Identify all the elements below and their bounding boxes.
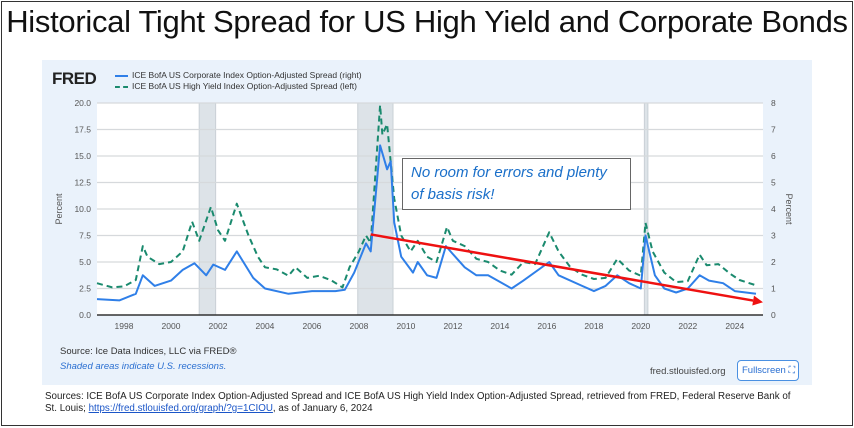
y-tick-left: 17.5 [74,125,91,135]
recession-note: Shaded areas indicate U.S. recessions. [60,361,227,372]
arrowhead-icon [752,295,763,306]
annotation-box: No room for errors and plenty of basis r… [402,158,631,210]
y-tick-right: 0 [771,310,776,320]
y-tick-right: 5 [771,178,776,188]
y-tick-left: 20.0 [74,98,91,108]
y-tick-left: 7.5 [79,231,91,241]
hy-spread-line [96,104,757,289]
x-tick: 2008 [349,321,368,331]
footnote-text: Sources: ICE BofA US Corporate Index Opt… [45,391,791,414]
y-axis-label-right: Percent [784,193,794,225]
x-tick: 2016 [537,321,556,331]
x-tick: 2006 [302,321,321,331]
y-tick-right: 4 [771,204,776,214]
trend-arrow-line [370,233,754,302]
y-tick-right: 3 [771,231,776,241]
footnote-date: , as of January 6, 2024 [272,403,373,414]
source-text: Source: Ice Data Indices, LLC via FRED® [60,346,237,357]
footnote-link[interactable]: https://fred.stlouisfed.org/graph/?g=1CI… [88,403,273,414]
x-tick: 2018 [584,321,603,331]
x-tick: 2002 [209,321,228,331]
x-tick: 2012 [443,321,462,331]
legend-item-hy[interactable]: ICE BofA US High Yield Index Option-Adju… [115,81,362,92]
expand-icon: ⛶ [788,365,796,376]
x-tick: 2020 [631,321,650,331]
x-tick: 2024 [725,321,744,331]
slide-title: Historical Tight Spread for US High Yiel… [6,4,848,39]
y-tick-left: 10.0 [74,204,91,214]
y-tick-left: 2.5 [79,284,91,294]
x-tick: 2022 [678,321,697,331]
fred-site-link[interactable]: fred.stlouisfed.org [650,366,726,377]
y-tick-right: 2 [771,257,776,267]
y-tick-right: 8 [771,98,776,108]
y-tick-left: 0.0 [79,310,91,320]
y-tick-left: 12.5 [74,178,91,188]
fullscreen-button[interactable]: Fullscreen ⛶ [737,360,799,381]
legend-label: ICE BofA US High Yield Index Option-Adju… [132,81,357,91]
footnote: Sources: ICE BofA US Corporate Index Opt… [45,391,805,415]
fullscreen-label: Fullscreen [742,365,786,376]
x-tick: 2000 [162,321,181,331]
solid-line-swatch-icon [115,74,128,77]
fred-logo[interactable]: FRED [52,69,97,88]
y-tick-right: 6 [771,151,776,161]
y-tick-left: 15.0 [74,151,91,161]
x-tick: 2004 [256,321,275,331]
y-axis-label-left: Percent [54,193,64,225]
legend-item-ig[interactable]: ICE BofA US Corporate Index Option-Adjus… [115,70,362,81]
y-tick-right: 7 [771,125,776,135]
ig-spread-line [96,144,757,302]
x-tick: 1998 [115,321,134,331]
x-tick: 2014 [490,321,509,331]
dashed-line-swatch-icon [115,85,128,88]
x-tick: 2010 [396,321,415,331]
y-tick-right: 1 [771,284,776,294]
chart-legend: ICE BofA US Corporate Index Option-Adjus… [115,70,362,92]
legend-label: ICE BofA US Corporate Index Option-Adjus… [132,70,362,80]
y-tick-left: 5.0 [79,257,91,267]
